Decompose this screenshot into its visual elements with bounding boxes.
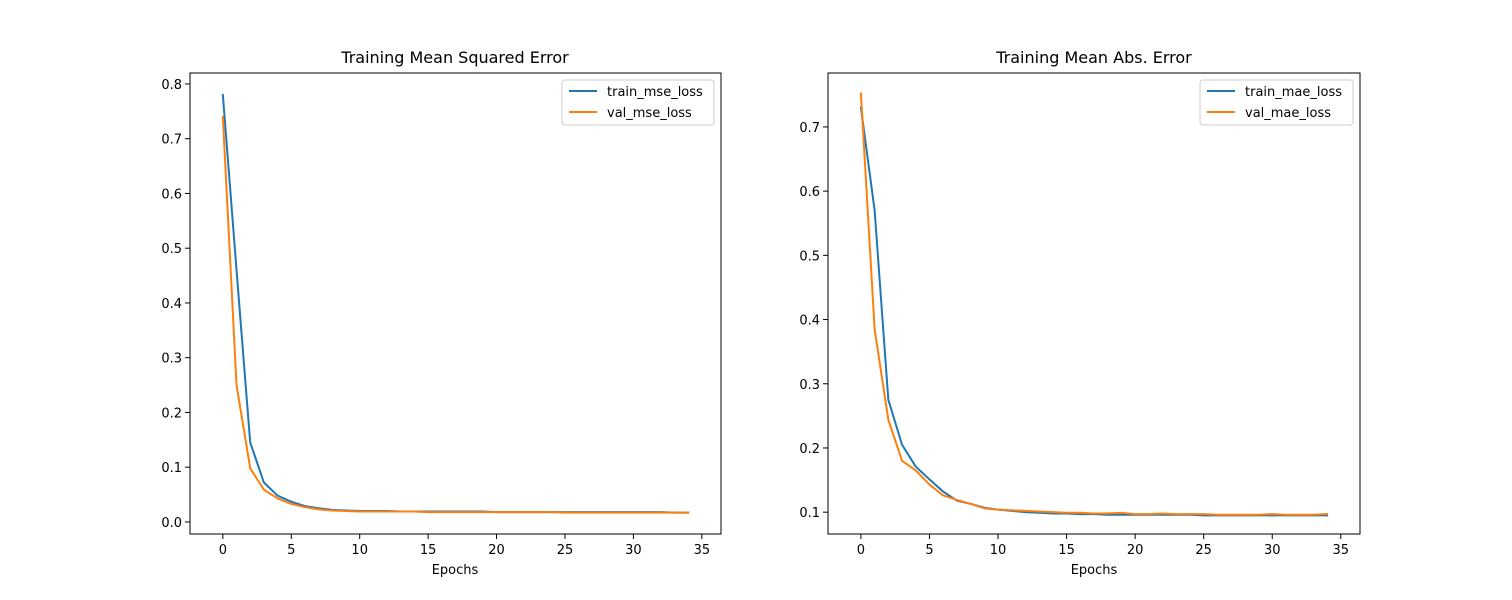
mse-plot-frame: [189, 72, 722, 535]
mse-chart-title: Training Mean Squared Error: [340, 48, 569, 67]
mse-x-tick-label: 5: [287, 543, 295, 558]
mse-x-axis-title: Epochs: [432, 563, 479, 578]
mse-x-tick-label: 30: [625, 543, 642, 558]
mae-y-axis: 0.1 0.2 0.3 0.4 0.5 0.6 0.7: [799, 121, 828, 521]
mse-x-tick-label: 20: [488, 543, 505, 558]
mae-y-tick-label: 0.1: [799, 506, 820, 521]
mse-chart: Training Mean Squared Error 0 5 10 15 20 25 30…: [161, 48, 722, 578]
mae-x-tick-label: 30: [1264, 543, 1281, 558]
mse-y-tick-label: 0.1: [161, 461, 182, 476]
mse-y-axis: 0.0 0.1 0.2 0.3 0.4 0.5 0.6 0.7 0.8: [161, 78, 190, 531]
mse-legend-train-label: train_mse_loss: [607, 85, 703, 100]
mse-y-tick-label: 0.6: [161, 187, 182, 202]
mse-series-line-val-mse-loss: [221, 115, 690, 514]
mae-y-tick-label: 0.6: [799, 185, 820, 200]
mae-series-line-train-mae-loss: [859, 106, 1329, 517]
mae-y-tick-label: 0.4: [799, 314, 820, 329]
mae-x-tick-label: 35: [1333, 543, 1350, 558]
mse-y-tick-label: 0.0: [161, 516, 182, 531]
mae-chart: Training Mean Abs. Error 0 5 10 15 20 25 30 35 …: [799, 48, 1361, 578]
mse-legend: train_mse_loss val_mse_loss: [561, 79, 715, 126]
mae-legend-train-label: train_mae_loss: [1245, 85, 1342, 100]
mse-series-layer: [221, 93, 690, 514]
mse-series-line-train-mse-loss: [221, 93, 690, 514]
mse-y-tick-label: 0.3: [161, 352, 182, 367]
mse-legend-val-label: val_mse_loss: [607, 106, 692, 121]
mae-series-line-val-mae-loss: [859, 92, 1329, 516]
mae-x-tick-label: 15: [1058, 543, 1075, 558]
mse-legend-box: [561, 79, 715, 126]
mae-x-axis: 0 5 10 15 20 25 30 35: [857, 534, 1349, 558]
mae-x-axis-title: Epochs: [1071, 563, 1118, 578]
mse-x-tick-label: 15: [420, 543, 437, 558]
mae-chart-title: Training Mean Abs. Error: [995, 48, 1192, 67]
mse-y-tick-label: 0.4: [161, 297, 182, 312]
mse-y-tick-label: 0.5: [161, 242, 182, 257]
mse-x-tick-label: 25: [557, 543, 574, 558]
mae-legend: train_mae_loss val_mae_loss: [1199, 79, 1354, 126]
mae-x-tick-label: 5: [925, 543, 933, 558]
mse-y-tick-label: 0.7: [161, 133, 182, 148]
mae-x-tick-label: 0: [857, 543, 865, 558]
mse-x-tick-label: 35: [694, 543, 711, 558]
mae-y-tick-label: 0.2: [799, 442, 820, 457]
mse-y-tick-label: 0.2: [161, 406, 182, 421]
mae-x-tick-label: 25: [1195, 543, 1212, 558]
mae-plot-frame: [827, 72, 1361, 535]
mae-y-tick-label: 0.5: [799, 249, 820, 264]
mae-legend-box: [1199, 79, 1354, 126]
mae-y-tick-label: 0.7: [799, 121, 820, 136]
mae-x-tick-label: 20: [1127, 543, 1144, 558]
mae-series-layer: [859, 92, 1329, 517]
mae-y-tick-label: 0.3: [799, 378, 820, 393]
mse-x-tick-label: 0: [219, 543, 227, 558]
mse-x-tick-label: 10: [351, 543, 368, 558]
mse-x-axis: 0 5 10 15 20 25 30 35: [219, 534, 710, 558]
mse-y-tick-label: 0.8: [161, 78, 182, 93]
mae-x-tick-label: 10: [990, 543, 1007, 558]
mae-legend-val-label: val_mae_loss: [1245, 106, 1331, 121]
